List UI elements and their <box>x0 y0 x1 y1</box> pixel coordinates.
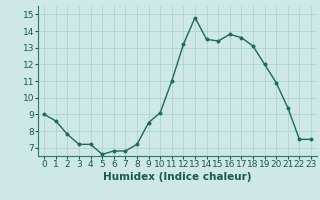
X-axis label: Humidex (Indice chaleur): Humidex (Indice chaleur) <box>103 172 252 182</box>
